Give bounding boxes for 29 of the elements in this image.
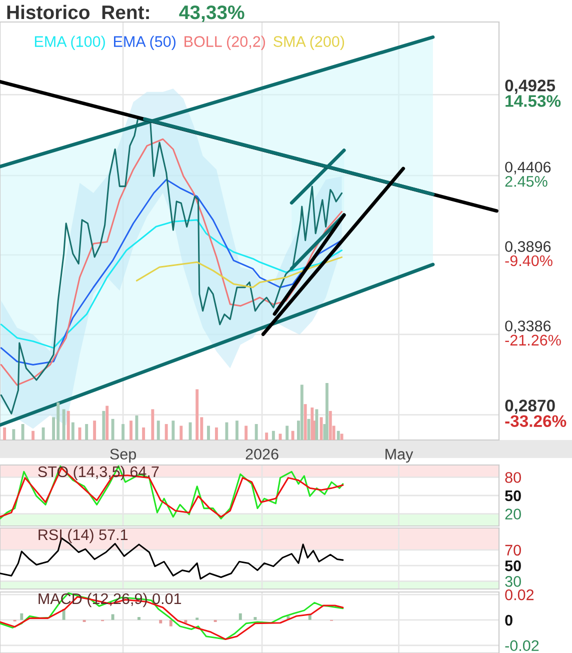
text: EMA (50) — [114, 36, 176, 50]
x-tick-label: Sep — [110, 448, 136, 463]
y2-tick-label: -33.26% — [505, 415, 566, 428]
text: BOLL (20,2) — [184, 36, 266, 50]
y-tick-label: 50 — [505, 560, 521, 572]
y-tick-label: 0,2870 — [505, 400, 555, 414]
y-tick-label: 0 — [505, 614, 512, 626]
y-tick-label: 50 — [505, 490, 521, 502]
y2-tick-label: 2.45% — [505, 176, 548, 187]
y2-tick-label: -9.40% — [505, 255, 552, 266]
y-tick-label: 80 — [505, 472, 521, 483]
y2-tick-label: -21.26% — [505, 334, 561, 346]
y-tick-label: 0,3386 — [505, 320, 551, 334]
y-tick-label: 0,3896 — [505, 241, 551, 254]
y-tick-label: 0.02 — [505, 589, 534, 600]
chart-title: RSI (14) 57.1 — [38, 528, 128, 544]
y2-tick-label: 14.53% — [506, 95, 561, 107]
y-tick-label: 0,4406 — [505, 162, 551, 174]
y-tick-label: 70 — [505, 544, 521, 556]
chart-title: Historico Rent: — [7, 4, 149, 20]
y-tick-label: 20 — [505, 508, 521, 520]
y-tick-label: 0,4925 — [505, 80, 556, 94]
x-tick-label: May — [386, 448, 414, 463]
chart-subtitle: 43,33% — [179, 5, 244, 22]
x-tick-label: 2026 — [246, 448, 278, 460]
text: SMA (200) — [274, 36, 344, 50]
text: EMA (100) — [34, 36, 105, 50]
y-tick-label: -0.02 — [505, 640, 539, 652]
y-tick-label: 30 — [505, 576, 521, 587]
